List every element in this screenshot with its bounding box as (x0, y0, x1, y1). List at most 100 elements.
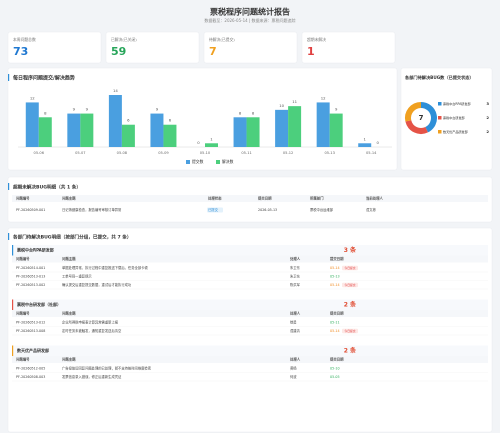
card-label: 已解决(已关闭) (111, 37, 137, 42)
table-cell: 05-14 (330, 329, 340, 333)
group-name: 票税中台RPA研发部 (17, 247, 54, 253)
card-label: 超期未解决 (307, 37, 326, 42)
table-header: 问题主题 (62, 196, 76, 201)
table-cell: PF-20260509-001 (16, 208, 45, 212)
value-label: 9 (156, 107, 159, 112)
bar (288, 106, 302, 147)
group-accent (12, 245, 14, 256)
panel (301, 31, 396, 64)
x-tick-label: 05-06 (34, 151, 45, 155)
legend-swatch (438, 116, 442, 120)
legend-label: 票税中台研发部 (443, 115, 465, 120)
bar (329, 113, 343, 147)
bar (67, 113, 81, 147)
value-label: 6 (169, 118, 172, 123)
legend-swatch (438, 130, 442, 134)
table-header-bg (12, 195, 488, 202)
legend-value: 2 (486, 129, 489, 134)
x-tick-label: 05-09 (158, 151, 169, 155)
legend-swatch (216, 160, 220, 164)
value-label: 8 (252, 110, 255, 115)
x-tick-label: 05-07 (75, 151, 85, 155)
table-cell: 2026-05-13 (258, 208, 277, 212)
value-label: 9 (73, 107, 76, 112)
group-count: 3 条 (344, 246, 357, 254)
legend-label: 解决数 (222, 159, 234, 164)
table-header: 处理人 (289, 357, 301, 362)
bar (108, 95, 122, 147)
table-cell: PF-20260513-008 (16, 329, 45, 333)
table-cell: PF-20260514-001 (16, 266, 45, 270)
panel (7, 31, 102, 64)
table-cell: 单据处理异常，执行过程中重复推送下载后，任务全部卡顿 (62, 265, 148, 270)
table-header-bg (12, 255, 488, 263)
group-header-bg (12, 345, 488, 357)
table-cell: 何波 (290, 374, 297, 379)
donut-slice (405, 119, 428, 134)
value-label: 0 (377, 140, 380, 145)
title: 票税程序问题统计报告 (209, 7, 290, 17)
table-cell: 发票信息录入错误，修正后重新生成凭证 (62, 374, 122, 379)
group-count: 2 条 (344, 301, 357, 309)
title-accent (8, 183, 10, 190)
legend-value: 3 (486, 101, 489, 106)
card-label: 待解决(已提交) (209, 37, 235, 42)
table-cell: 票税中台运维部 (310, 207, 334, 212)
value-label: 14 (113, 88, 118, 93)
group-header-bg (12, 299, 488, 311)
table-cell: 确认提交后重复提交数据，重试后才能执行成功 (62, 282, 132, 287)
table-cell: 朱卫东 (290, 274, 301, 279)
value-label: 0 (197, 140, 200, 145)
group-name: 数天优产品研发部 (16, 347, 49, 353)
table-header: 提交日期 (330, 311, 344, 316)
table-cell: 05-05 (330, 375, 340, 379)
group-accent (12, 345, 14, 357)
subtitle: 数据截至：2026-05-14 | 数据来源：票税问题追踪 (204, 17, 295, 23)
section-title: 超期未解决BUG明细（共 1 条） (12, 184, 81, 191)
table-cell: 已提交 (208, 207, 219, 212)
panel (400, 67, 493, 171)
table-header-bg (12, 310, 488, 317)
table-header: 处理状态 (207, 196, 222, 201)
bar (233, 117, 247, 147)
panel (105, 31, 200, 64)
table-cell: 广告投放后回复问题处理的已处理，暂不支持按时间维度检索 (62, 366, 152, 371)
card-value: 59 (111, 45, 126, 58)
donut-slice (405, 102, 422, 122)
table-cell: 黄杨 (290, 366, 297, 371)
legend-swatch (186, 160, 190, 164)
table-header: 问题编号 (16, 196, 30, 201)
value-label: 12 (321, 95, 326, 100)
table-cell: 谭建清 (290, 328, 301, 333)
table-header: 提交日期 (258, 196, 272, 201)
chart-title: 各部门待解决BUG数（已提交状态） (404, 74, 474, 81)
value-label: 10 (279, 103, 284, 108)
value-label: 12 (30, 95, 35, 100)
table-cell: PF-20260513-013 (16, 275, 45, 279)
table-cell: 定时任务未被触发，通知重复发送后清空 (62, 328, 122, 333)
table-cell: PF-20260513-012 (16, 321, 45, 325)
bar (205, 143, 218, 147)
table-header: 问题编号 (16, 256, 30, 261)
chart-title: 每日程序问题提交/解决趋势 (13, 75, 75, 82)
table-header: 提交日期 (330, 256, 344, 261)
table-cell: 05-13 (330, 275, 340, 279)
table-header: 所属部门 (310, 196, 324, 201)
tag (342, 282, 358, 288)
bar (25, 102, 39, 147)
legend-value: 2 (486, 115, 489, 120)
table-header: 问题主题 (62, 357, 76, 362)
bar (38, 117, 52, 147)
group-name: 票税中台研发部（社部） (17, 301, 61, 307)
x-tick-label: 05-14 (366, 151, 377, 155)
bar (150, 113, 164, 147)
table-header: 问题编号 (16, 311, 30, 316)
section-title: 各部门待解决BUG明细（按部门分组，已提交，共 7 条） (12, 234, 131, 241)
table-header-bg (12, 356, 488, 363)
x-tick-label: 05-08 (117, 151, 128, 155)
bar (358, 143, 372, 147)
table-header: 问题主题 (62, 311, 76, 316)
tag-label: 今日提交 (344, 283, 355, 287)
